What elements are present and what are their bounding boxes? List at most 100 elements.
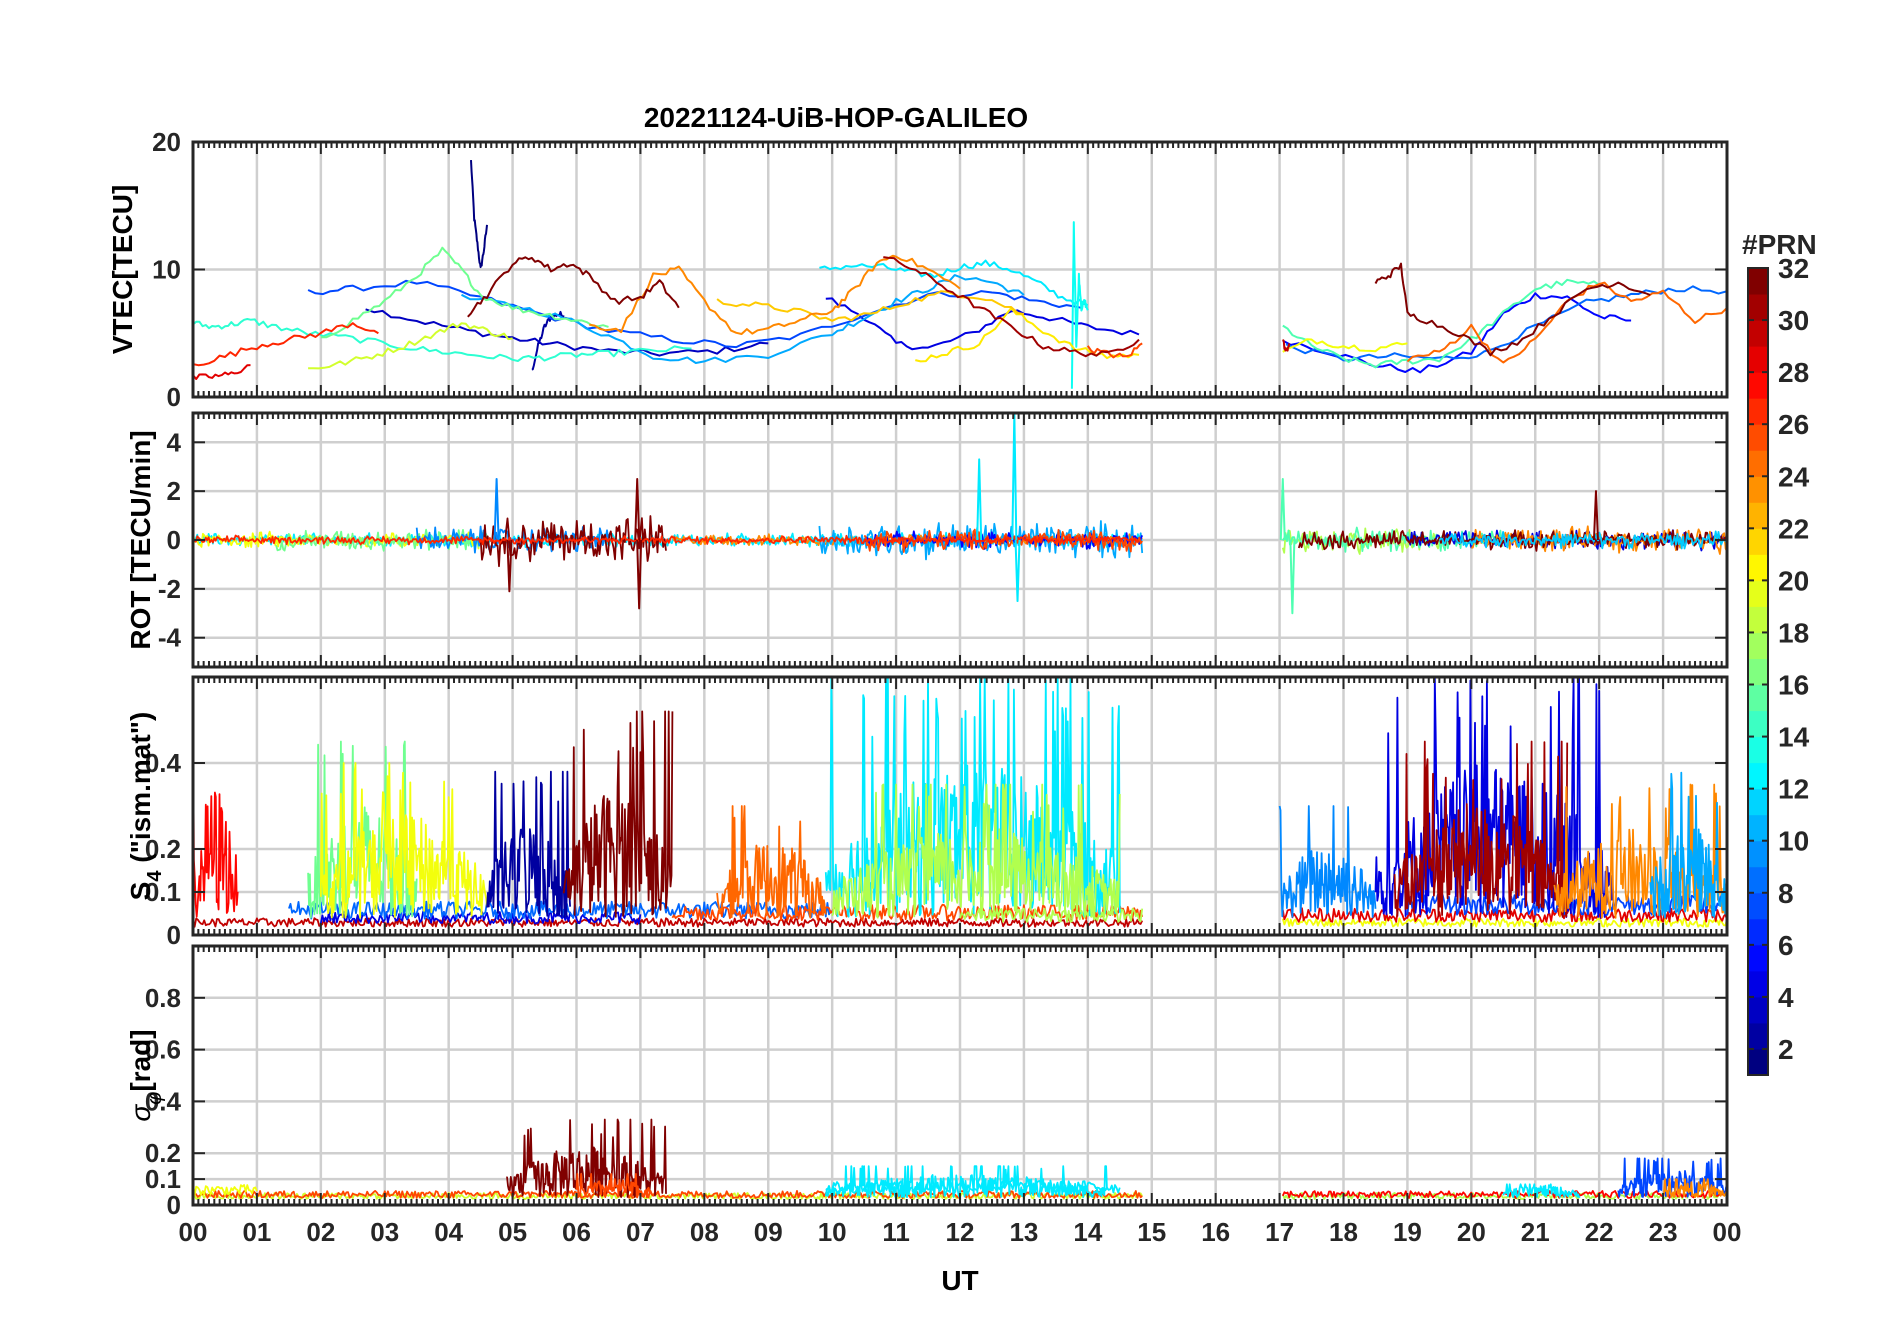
colorbar-tick-label: 8 xyxy=(1778,878,1794,909)
series-line-prn-27 xyxy=(193,534,1140,546)
burst-prn-2 xyxy=(486,770,571,918)
panel-sigma_phi: 00.10.2 0.4 0.6 0.8 σφ[rad] 00 01 02 03 04 05 06 07 0… xyxy=(125,944,1741,1247)
x-tick-label: 02 xyxy=(306,1217,335,1247)
spike-prn-15 xyxy=(1279,477,1286,541)
burst-prn-20 xyxy=(319,762,488,919)
colorbar-step xyxy=(1748,320,1768,347)
x-tick-label: 11 xyxy=(882,1217,910,1247)
x-tick-label: 17 xyxy=(1265,1217,1294,1247)
panel-data xyxy=(193,677,1727,928)
x-tick-label: 21 xyxy=(1521,1217,1550,1247)
panel-grid xyxy=(193,946,1727,1205)
colorbar-step xyxy=(1748,528,1768,555)
colorbar-frame xyxy=(1747,267,1769,1076)
colorbar-step xyxy=(1748,918,1768,946)
burst-prn-9 xyxy=(1278,805,1377,918)
series-line-prn-32 xyxy=(467,256,680,318)
spike-prn-12 xyxy=(1011,413,1018,541)
baseline-prn-20 xyxy=(1281,917,1727,928)
colorbar-tick-label: 32 xyxy=(1778,253,1809,284)
colorbar-step xyxy=(1748,996,1768,1024)
y-tick-label: 4 xyxy=(167,427,182,457)
colorbar-step xyxy=(1748,866,1768,894)
series-line-prn-8 xyxy=(1285,285,1727,362)
colorbar-step xyxy=(1748,372,1768,399)
burst-prn-12 xyxy=(1502,1183,1581,1199)
colorbar-title: #PRN xyxy=(1742,229,1817,260)
x-tick-label: 08 xyxy=(690,1217,719,1247)
colorbar-tick-label: 16 xyxy=(1778,670,1809,701)
series-line-prn-31 xyxy=(883,256,1140,358)
spike-prn-9 xyxy=(493,477,500,541)
series-line-prn-16 xyxy=(320,246,609,339)
series-line-prn-14 xyxy=(193,318,692,362)
y-tick-label: 0 xyxy=(167,525,181,555)
colorbar-tick-label: 14 xyxy=(1778,722,1810,753)
colorbar-step xyxy=(1748,944,1768,972)
colorbar-step xyxy=(1748,762,1768,790)
burst-prn-25 xyxy=(716,805,827,919)
series-line-prn-29 xyxy=(193,364,251,380)
colorbar-step xyxy=(1748,632,1768,659)
panel-data xyxy=(193,1118,1727,1200)
burst-prn-32 xyxy=(506,1118,667,1198)
series-line-prn-20 xyxy=(1282,338,1408,353)
colorbar-tick-label: 6 xyxy=(1778,930,1794,961)
series-line-prn-32 xyxy=(1297,529,1727,552)
series-line-prn-15 xyxy=(1282,278,1600,369)
panel-rot: -4 -2 0 2 4 ROT [TECU/min] xyxy=(125,411,1729,669)
colorbar-tick-label: 30 xyxy=(1778,305,1809,336)
burst-prn-12 xyxy=(824,1165,1108,1199)
y-tick-label: 0.4 xyxy=(145,1086,182,1116)
x-axis-label: UT xyxy=(941,1265,978,1296)
colorbar-step xyxy=(1748,424,1768,451)
panel-vtec: 0 10 20 VTEC[TECU] xyxy=(107,127,1729,412)
panel-s4: 00.10.20.4S4 ("ism.mat") xyxy=(125,675,1729,950)
colorbar-step xyxy=(1748,814,1768,842)
colorbar-step xyxy=(1748,788,1768,816)
panel-y-ticks xyxy=(193,141,1727,398)
burst-prn-28 xyxy=(193,713,239,918)
x-tick-label: 01 xyxy=(242,1217,271,1247)
y-tick-label: 0 xyxy=(167,920,181,950)
y-tick-label: -4 xyxy=(158,623,182,653)
colorbar-step xyxy=(1748,658,1768,686)
x-tick-label: 10 xyxy=(818,1217,847,1247)
burst-prn-31 xyxy=(1393,740,1569,918)
x-tick-label: 14 xyxy=(1073,1217,1102,1247)
series-line-prn-12 xyxy=(819,259,1089,307)
x-tick-label: 23 xyxy=(1649,1217,1678,1247)
x-tick-label: 20 xyxy=(1457,1217,1486,1247)
x-tick-label: 09 xyxy=(754,1217,783,1247)
spike-prn-32 xyxy=(1592,490,1599,541)
x-tick-label: 12 xyxy=(946,1217,975,1247)
x-tick-label: 15 xyxy=(1137,1217,1166,1247)
series-line-prn-22 xyxy=(716,290,1025,322)
y-tick-label: 0 xyxy=(167,1190,181,1220)
series-line-prn-11 xyxy=(1438,530,1727,550)
x-tick-label: 19 xyxy=(1393,1217,1422,1247)
series-line-prn-21 xyxy=(915,307,1140,363)
colorbar-step xyxy=(1748,1048,1768,1076)
y-tick-label: 0.2 xyxy=(145,1138,181,1168)
y-tick-label: 0.8 xyxy=(145,983,181,1013)
y-tick-label: 2 xyxy=(167,476,181,506)
colorbar-step xyxy=(1748,892,1768,920)
spike-prn-12 xyxy=(976,458,983,541)
x-tick-label: 06 xyxy=(562,1217,591,1247)
x-tick-label: 03 xyxy=(370,1217,399,1247)
colorbar-tick-label: 26 xyxy=(1778,409,1809,440)
ylabel-rest: [rad] xyxy=(125,1029,156,1091)
panel-y-ticks xyxy=(193,441,1727,639)
y-axis-label-s4: S4 ("ism.mat") xyxy=(125,712,166,901)
series-line-prn-13 xyxy=(1070,221,1089,389)
panel-data xyxy=(193,160,1727,389)
series-line-prn-27 xyxy=(193,322,379,367)
y-tick-label: 0.1 xyxy=(145,1164,181,1194)
series-line-prn-26 xyxy=(863,528,1143,553)
series-line-prn-10 xyxy=(461,274,1025,364)
colorbar-step xyxy=(1748,450,1768,477)
